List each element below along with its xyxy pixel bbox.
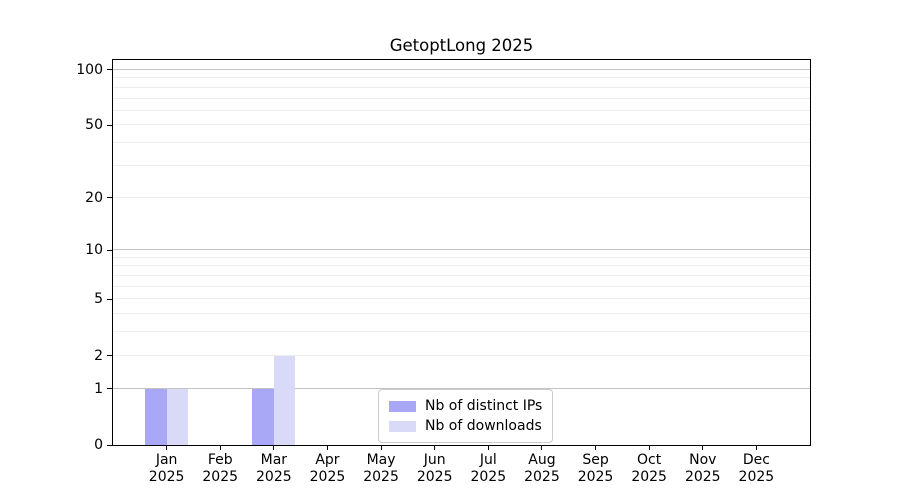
minor-gridline	[113, 265, 810, 267]
x-tick-label: Jun 2025	[405, 452, 465, 486]
x-tick-label: Nov 2025	[673, 452, 733, 486]
x-tick-mark	[380, 445, 382, 450]
x-tick-mark	[166, 445, 168, 450]
x-tick-year: 2025	[738, 469, 775, 485]
major-gridline	[113, 387, 810, 389]
minor-gridline	[113, 256, 810, 258]
x-tick-mark	[219, 445, 221, 450]
y-tick-label: 2	[94, 347, 103, 364]
legend-label-downloads: Nb of downloads	[425, 417, 542, 434]
y-tick-label: 5	[94, 291, 103, 308]
minor-gridline	[113, 354, 810, 356]
x-tick-mark	[326, 445, 328, 450]
y-tick-mark	[107, 69, 113, 71]
plot-area	[113, 60, 810, 445]
x-tick-year: 2025	[577, 469, 614, 485]
y-tick-mark	[107, 298, 113, 300]
minor-gridline	[113, 331, 810, 333]
minor-gridline	[113, 142, 810, 144]
x-tick-mark	[755, 445, 757, 450]
legend: Nb of distinct IPs Nb of downloads	[378, 389, 554, 443]
x-tick-year: 2025	[202, 469, 239, 485]
major-gridline	[113, 249, 810, 251]
x-tick-year: 2025	[684, 469, 721, 485]
legend-swatch-distinct-ips-icon	[389, 400, 416, 412]
minor-gridline	[113, 164, 810, 166]
y-tick-mark	[107, 197, 113, 198]
x-tick-month: Jan	[155, 452, 178, 468]
minor-gridline	[113, 196, 810, 198]
x-tick-mark	[273, 445, 275, 450]
x-tick-label: Apr 2025	[297, 452, 357, 486]
x-tick-year: 2025	[256, 469, 292, 485]
x-tick-year: 2025	[416, 469, 453, 485]
x-tick-month: Aug	[528, 452, 556, 468]
y-tick-mark	[107, 124, 113, 126]
bar-downloads	[273, 355, 296, 445]
legend-label-distinct-ips: Nb of distinct IPs	[425, 397, 543, 414]
bar-downloads	[166, 388, 189, 445]
bar-distinct-ips	[145, 388, 167, 445]
y-tick-mark	[107, 388, 113, 390]
y-tick-label: 1	[94, 380, 103, 397]
legend-entry-distinct-ips: Nb of distinct IPs	[388, 396, 543, 416]
x-tick-label: Jul 2025	[458, 452, 518, 486]
x-tick-month: Mar	[260, 452, 288, 468]
x-tick-month: Feb	[207, 452, 233, 468]
bar-distinct-ips	[252, 388, 274, 445]
x-tick-year: 2025	[363, 469, 399, 485]
legend-swatch-downloads-icon	[389, 420, 416, 432]
y-tick-mark	[107, 355, 113, 357]
x-tick-month: Nov	[689, 452, 717, 468]
x-tick-month: Jul	[479, 452, 497, 468]
plot-frame	[112, 59, 811, 446]
y-tick-label: 0	[94, 437, 103, 453]
x-tick-label: Oct 2025	[619, 452, 679, 486]
x-tick-year: 2025	[470, 469, 507, 485]
y-tick-label: 10	[85, 242, 103, 259]
y-tick-label: 50	[85, 117, 103, 134]
x-tick-year: 2025	[524, 469, 560, 485]
minor-gridline	[113, 274, 810, 276]
x-tick-month: Sep	[582, 452, 609, 468]
y-tick-label: 20	[85, 189, 103, 206]
x-tick-year: 2025	[148, 469, 185, 485]
x-tick-label: Mar 2025	[244, 452, 304, 486]
x-tick-mark	[595, 445, 597, 450]
legend-entry-downloads: Nb of downloads	[388, 416, 543, 436]
minor-gridline	[113, 77, 810, 79]
minor-gridline	[113, 86, 810, 88]
x-tick-mark	[434, 445, 436, 450]
x-tick-month: Dec	[742, 452, 770, 468]
x-tick-month: May	[366, 452, 396, 468]
minor-gridline	[113, 298, 810, 300]
x-tick-year: 2025	[309, 469, 346, 485]
x-tick-month: Oct	[637, 452, 662, 468]
chart-title: GetoptLong 2025	[389, 36, 534, 55]
minor-gridline	[113, 97, 810, 99]
x-tick-mark	[702, 445, 704, 450]
minor-gridline	[113, 109, 810, 111]
x-tick-month: Apr	[315, 452, 340, 468]
y-tick-mark	[107, 444, 113, 446]
x-tick-mark	[487, 445, 489, 450]
minor-gridline	[113, 124, 810, 126]
x-tick-year: 2025	[631, 469, 667, 485]
y-tick-mark	[107, 249, 113, 251]
minor-gridline	[113, 285, 810, 287]
x-tick-label: Jan 2025	[137, 452, 197, 486]
major-gridline	[113, 68, 810, 70]
x-tick-label: Dec 2025	[726, 452, 786, 486]
y-tick-label: 100	[76, 61, 103, 78]
x-tick-label: Feb 2025	[190, 452, 250, 486]
x-tick-mark	[648, 445, 650, 450]
x-tick-label: Aug 2025	[512, 452, 572, 486]
x-tick-label: Sep 2025	[566, 452, 626, 486]
x-tick-mark	[541, 445, 543, 450]
minor-gridline	[113, 313, 810, 315]
x-tick-month: Jun	[423, 452, 446, 468]
x-tick-label: May 2025	[351, 452, 411, 486]
